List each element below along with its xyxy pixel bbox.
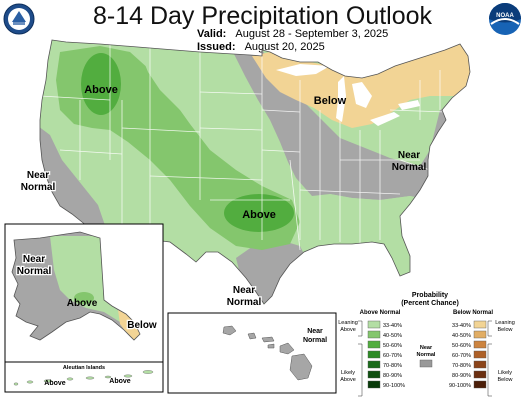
legend-leaning-below-1: Leaning [495,320,515,326]
legend-below-swatch-0 [473,320,487,329]
label-hawaii-near-normal-1: Near [307,328,323,335]
legend-likely-above-2: Above [340,377,356,383]
legend-above-header: Above Normal [360,310,401,316]
svg-text:NOAA: NOAA [496,13,514,19]
legend-above-range-5: 80-90% [383,373,402,379]
alaska-above-area [50,236,126,322]
legend-above-swatch-5 [367,370,381,379]
valid-line: Valid: August 28 - September 3, 2025 [197,28,388,40]
label-hawaii-near-normal-2: Normal [303,337,327,344]
legend-above-range-0: 33-40% [383,323,402,329]
legend-below-range-5: 80-90% [452,373,471,379]
label-near-normal-texas-1: Near [233,285,255,296]
legend-above-swatch-6 [367,380,381,389]
label-near-normal-west-2: Normal [21,182,56,193]
legend-below-header: Below Normal [453,310,493,316]
great-lakes [276,64,420,126]
legend-above-range-6: 90-100% [383,383,405,389]
hawaii-islands [222,325,313,381]
legend-below-range-2: 50-60% [452,343,471,349]
label-near-normal-west-1: Near [27,170,49,181]
label-aleutian-above-1: Above [44,380,66,387]
label-alaska-near-normal-2: Normal [17,266,52,277]
legend-near-header-1: Near [420,345,433,351]
legend-above-swatch-2 [367,340,381,349]
legend-title-1: Probability [412,292,448,299]
legend-above-range-2: 50-60% [383,343,402,349]
label-near-normal-texas-2: Normal [227,297,262,308]
hawaii-inset [167,312,337,394]
legend-below-swatch-4 [473,360,487,369]
legend-leaning-above-2: Above [340,327,356,333]
label-above-northwest: Above [84,84,118,96]
legend-above-range-4: 70-80% [383,363,402,369]
legend-below-range-0: 33-40% [452,323,471,329]
legend-below-range-1: 40-50% [452,333,471,339]
above-50-60-northwest-area [81,53,121,115]
legend-title-2: (Percent Chance) [401,300,459,307]
label-above-plains: Above [242,209,276,221]
label-alaska-near-normal-1: Near [23,254,45,265]
legend-near-swatch [419,359,433,368]
label-near-normal-east-2: Normal [392,162,427,173]
legend-likely-below-2: Below [498,377,513,383]
legend-below-range-3: 60-70% [452,353,471,359]
legend-above-swatch-1 [367,330,381,339]
noaa-logo: NOAA [489,3,521,35]
issued-label: Issued: [197,41,236,53]
legend-below-rows: 33-40% 40-50% 50-60% 60-70% 70-80% 80-90% 90-1… [449,320,487,389]
state-boundaries [40,42,447,251]
legend-likely-below-1: Likely [498,370,512,376]
near-normal-east-area [232,50,470,304]
legend-above-rows: 33-40% 40-50% 50-60% 60-70% 70-80% 80-90% 90-1… [367,320,405,389]
legend-above-swatch-4 [367,360,381,369]
issued-line: Issued: August 20, 2025 [197,41,325,53]
legend-above-swatch-3 [367,350,381,359]
legend-below-swatch-5 [473,370,487,379]
legend-below-range-6: 90-100% [449,383,471,389]
legend-below-swatch-2 [473,340,487,349]
aleutian-inset [4,361,164,393]
legend-below-range-4: 70-80% [452,363,471,369]
label-aleutian-above-2: Above [109,378,131,385]
valid-label: Valid: [197,28,227,40]
legend-near-header-2: Normal [417,352,436,358]
label-aleutian-title: Aleutian Islands [63,365,105,371]
label-alaska-above: Above [67,298,98,309]
legend-below-swatch-1 [473,330,487,339]
legend-likely-above-1: Likely [341,370,355,376]
page-title: 8-14 Day Precipitation Outlook [92,2,433,30]
legend-below-swatch-3 [473,350,487,359]
valid-dates: August 28 - September 3, 2025 [235,28,389,40]
noaa-seal-logo [3,3,35,35]
legend-leaning-below-2: Below [498,327,513,333]
legend: Probability (Percent Chance) Above Norma… [338,292,515,397]
legend-below-swatch-6 [473,380,487,389]
label-alaska-below: Below [127,320,157,331]
above-50-60-plains-area [224,194,294,232]
label-below-northeast: Below [314,95,347,107]
map-labels: Above Above Below Near Normal Near Norma… [16,84,427,387]
legend-above-range-1: 40-50% [383,333,402,339]
label-near-normal-east-1: Near [398,150,420,161]
legend-leaning-above-1: Leaning [338,320,358,326]
legend-above-swatch-0 [367,320,381,329]
alaska-below-area [118,310,140,340]
issued-date: August 20, 2025 [244,41,325,53]
legend-above-range-3: 60-70% [383,353,402,359]
aleutian-islands [13,370,154,386]
